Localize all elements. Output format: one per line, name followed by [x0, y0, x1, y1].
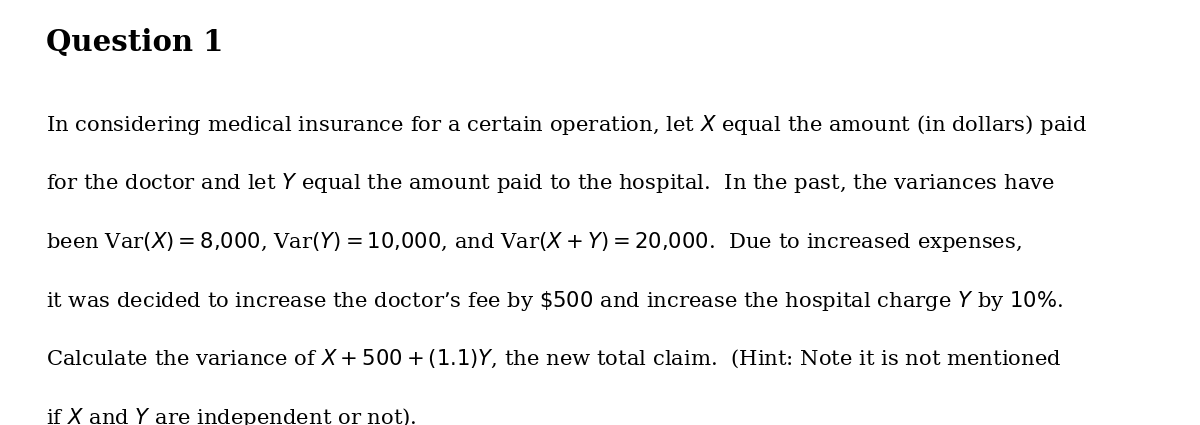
Text: Question 1: Question 1 [46, 28, 223, 57]
Text: been Var$(X) = 8{,}000$, Var$(Y) = 10{,}000$, and Var$(X + Y) = 20{,}000$.  Due : been Var$(X) = 8{,}000$, Var$(Y) = 10{,}… [46, 230, 1021, 254]
Text: for the doctor and let $Y$ equal the amount paid to the hospital.  In the past, : for the doctor and let $Y$ equal the amo… [46, 171, 1055, 195]
Text: it was decided to increase the doctor’s fee by $\$500$ and increase the hospital: it was decided to increase the doctor’s … [46, 289, 1063, 312]
Text: In considering medical insurance for a certain operation, let $X$ equal the amou: In considering medical insurance for a c… [46, 113, 1087, 136]
Text: if $X$ and $Y$ are independent or not).: if $X$ and $Y$ are independent or not). [46, 406, 416, 425]
Text: Calculate the variance of $X + 500 + (1.1)Y$, the new total claim.  (Hint: Note : Calculate the variance of $X + 500 + (1.… [46, 347, 1061, 370]
